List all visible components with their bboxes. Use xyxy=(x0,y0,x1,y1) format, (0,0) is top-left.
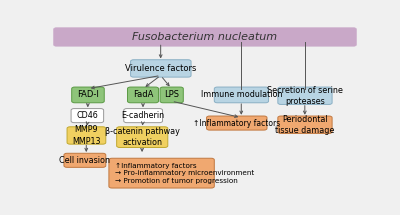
Text: ↑Inflammatory factors
→ Pro-inflammatory microenvironment
→ Promotion of tumor p: ↑Inflammatory factors → Pro-inflammatory… xyxy=(115,163,254,184)
Text: Fusobacterium nucleatum: Fusobacterium nucleatum xyxy=(132,32,278,42)
Text: Secretion of serine
proteases: Secretion of serine proteases xyxy=(267,86,343,106)
Text: E-cadherin: E-cadherin xyxy=(122,111,165,120)
FancyBboxPatch shape xyxy=(109,158,214,188)
Text: Virulence factors: Virulence factors xyxy=(125,64,196,73)
Text: Cell invasion: Cell invasion xyxy=(59,156,110,165)
FancyBboxPatch shape xyxy=(124,109,162,123)
FancyBboxPatch shape xyxy=(278,116,332,133)
FancyBboxPatch shape xyxy=(160,87,183,103)
FancyBboxPatch shape xyxy=(278,87,332,104)
Text: CD46: CD46 xyxy=(76,111,98,120)
Text: ↑Inflammatory factors: ↑Inflammatory factors xyxy=(193,118,280,127)
Text: Immune modulation: Immune modulation xyxy=(201,91,282,99)
Text: MMP9
MMP13: MMP9 MMP13 xyxy=(72,125,101,146)
FancyBboxPatch shape xyxy=(67,127,106,144)
Text: FAD-I: FAD-I xyxy=(77,91,99,99)
FancyBboxPatch shape xyxy=(54,28,356,46)
FancyBboxPatch shape xyxy=(206,116,267,130)
FancyBboxPatch shape xyxy=(71,109,104,123)
FancyBboxPatch shape xyxy=(72,87,104,103)
Text: FadA: FadA xyxy=(133,91,153,99)
Text: Periodontal
tissue damage: Periodontal tissue damage xyxy=(275,115,335,135)
FancyBboxPatch shape xyxy=(214,87,268,103)
Text: LPS: LPS xyxy=(164,91,179,99)
FancyBboxPatch shape xyxy=(131,60,191,77)
FancyBboxPatch shape xyxy=(117,127,168,147)
FancyBboxPatch shape xyxy=(128,87,158,103)
Text: β-catenin pathway
activation: β-catenin pathway activation xyxy=(105,127,180,147)
FancyBboxPatch shape xyxy=(64,153,106,167)
